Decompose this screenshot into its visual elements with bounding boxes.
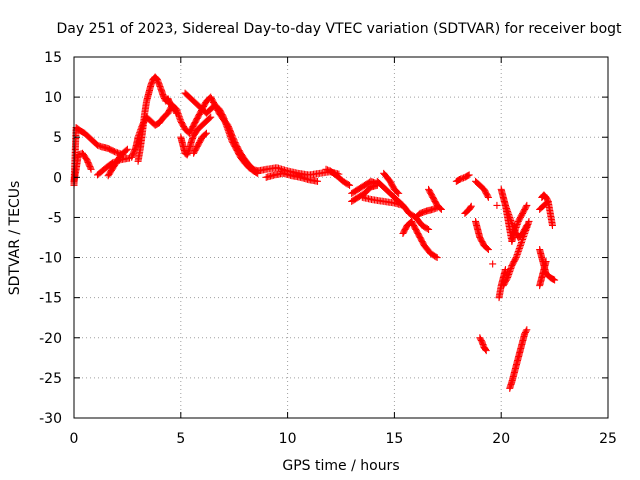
x-tick-label: 15 <box>385 431 403 447</box>
axis-ticks <box>73 56 609 419</box>
data-point <box>172 108 180 116</box>
x-tick-labels: 0 5 10 15 20 25 <box>70 431 617 447</box>
data-point <box>523 201 531 209</box>
data-point <box>493 201 501 209</box>
data-point <box>550 275 558 283</box>
data-point <box>436 204 444 212</box>
y-tick-label: -15 <box>39 291 62 307</box>
data-point <box>551 276 559 284</box>
data-point <box>201 130 209 138</box>
data-point <box>437 205 445 213</box>
plot-frame <box>73 56 609 419</box>
data-point <box>425 225 433 233</box>
data-points <box>70 73 559 392</box>
data-point <box>522 203 530 211</box>
data-point <box>525 217 533 225</box>
data-point <box>173 109 181 117</box>
data-point <box>544 197 552 205</box>
data-point <box>482 346 490 354</box>
x-tick-label: 10 <box>279 431 297 447</box>
data-point <box>523 326 531 334</box>
data-point <box>346 181 354 189</box>
data-point <box>394 188 402 196</box>
data-point <box>432 253 440 261</box>
data-point <box>123 145 131 153</box>
data-point <box>484 246 492 254</box>
x-tick-label: 5 <box>176 431 185 447</box>
data-point <box>86 164 94 172</box>
y-tick-label: 0 <box>53 170 62 186</box>
data-point <box>489 260 497 268</box>
y-tick-label: -10 <box>39 251 62 267</box>
data-point <box>542 258 550 266</box>
data-point <box>206 114 214 122</box>
data-point <box>543 198 551 206</box>
data-point <box>433 254 441 262</box>
data-point <box>484 192 492 200</box>
y-tick-label: -20 <box>39 331 62 347</box>
data-point <box>467 203 475 211</box>
data-point <box>482 347 490 355</box>
y-tick-label: 5 <box>53 130 62 146</box>
data-point <box>548 221 556 229</box>
data-point <box>483 245 491 253</box>
data-point <box>464 172 472 180</box>
y-tick-label: -25 <box>39 371 62 387</box>
y-tick-label: 15 <box>44 50 62 66</box>
data-point <box>423 225 431 233</box>
y-tick-label: -30 <box>39 411 62 427</box>
data-point <box>467 202 475 210</box>
y-axis-label: SDTVAR / TECUs <box>7 181 23 296</box>
y-tick-label: -5 <box>48 210 62 226</box>
data-point <box>87 165 95 173</box>
data-point <box>344 181 352 189</box>
data-point <box>314 177 322 185</box>
data-point <box>202 129 210 137</box>
x-tick-label: 20 <box>492 431 510 447</box>
data-point <box>522 327 530 335</box>
data-point <box>207 113 215 121</box>
y-tick-labels: -30 -25 -20 -15 -10 -5 0 5 10 15 <box>39 50 62 427</box>
x-tick-label: 0 <box>70 431 79 447</box>
chart-title: Day 251 of 2023, Sidereal Day-to-day VTE… <box>56 21 622 37</box>
data-point <box>395 189 403 197</box>
x-tick-label: 25 <box>599 431 617 447</box>
data-point <box>122 146 130 154</box>
data-point <box>465 171 473 179</box>
data-point <box>484 193 492 201</box>
grid-lines <box>74 57 608 418</box>
x-axis-label: GPS time / hours <box>282 458 399 474</box>
y-tick-label: 10 <box>44 90 62 106</box>
